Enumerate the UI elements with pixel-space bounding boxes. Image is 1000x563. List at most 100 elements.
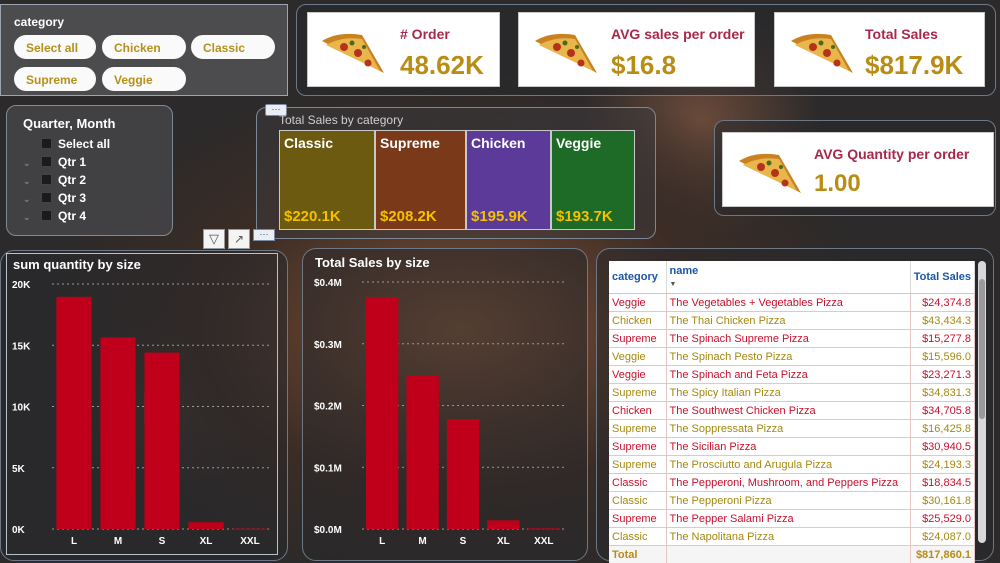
quarter-option-qtr1[interactable]: ⌄ Qtr 1	[23, 155, 87, 169]
filter-icon[interactable]: ▽	[203, 229, 225, 249]
cell-total-sales: $34,831.3	[910, 383, 975, 402]
table-header-row: category name ▼ Total Sales	[609, 261, 975, 294]
quantity-chart-title: sum quantity by size	[13, 257, 141, 272]
x-tick-label: XXL	[534, 536, 553, 547]
table-row[interactable]: Classic The Pepperoni Pizza $30,161.8	[609, 491, 975, 510]
category-tile-chicken[interactable]: Chicken $195.9K	[466, 130, 551, 230]
scrollbar-thumb[interactable]	[979, 279, 985, 419]
quarter-option-qtr2[interactable]: ⌄ Qtr 2	[23, 173, 87, 187]
cell-name: The Spinach and Feta Pizza	[666, 365, 911, 384]
chevron-down-icon[interactable]: ⌄	[23, 158, 31, 168]
focus-mode-icon[interactable]: ↗	[228, 229, 250, 249]
category-pill-chicken[interactable]: Chicken	[102, 35, 186, 59]
table-row[interactable]: Supreme The Spinach Supreme Pizza $15,277.…	[609, 329, 975, 348]
kpi-value: 1.00	[814, 170, 861, 197]
bar-l[interactable]	[366, 297, 399, 529]
checkbox-icon[interactable]	[41, 174, 52, 185]
table-row[interactable]: Supreme The Prosciutto and Arugula Pizza $…	[609, 455, 975, 474]
checkbox-icon[interactable]	[41, 138, 52, 149]
cell-category: Supreme	[609, 509, 667, 528]
quantity-by-size-chart: 0K 5K 10K 15K 20K L M S XL XXL	[12, 280, 272, 547]
pizza-sales-table: category name ▼ Total Sales Veggie The Veg…	[609, 261, 975, 563]
table-row[interactable]: Veggie The Spinach and Feta Pizza $23,271.…	[609, 365, 975, 384]
kpi-card-orders: # Order 48.62K	[307, 12, 500, 87]
checkbox-icon[interactable]	[41, 210, 52, 221]
bar-s[interactable]	[446, 419, 480, 529]
chevron-down-icon[interactable]: ⌄	[23, 194, 31, 204]
cell-total-sales: $30,940.5	[910, 437, 975, 456]
quarter-option-qtr4[interactable]: ⌄ Qtr 4	[23, 209, 87, 223]
cell-total-sales: $15,596.0	[910, 347, 975, 366]
kpi-card-avg-quantity: AVG Quantity per order 1.00	[722, 132, 994, 207]
table-total-row: Total $817,860.1	[609, 545, 975, 563]
table-row[interactable]: Chicken The Thai Chicken Pizza $43,434.3	[609, 311, 975, 330]
category-tile-classic[interactable]: Classic $220.1K	[279, 130, 375, 230]
table-row[interactable]: Classic The Napolitana Pizza $24,087.0	[609, 527, 975, 546]
category-tile-veggie[interactable]: Veggie $193.7K	[551, 130, 635, 230]
kpi-card-total-sales: Total Sales $817.9K	[774, 12, 985, 87]
category-pill-veggie[interactable]: Veggie	[102, 67, 186, 91]
kpi-value: $16.8	[611, 50, 677, 80]
quarter-option-qtr3[interactable]: ⌄ Qtr 3	[23, 191, 87, 205]
table-row[interactable]: Veggie The Spinach Pesto Pizza $15,596.0	[609, 347, 975, 366]
y-tick-label: 15K	[12, 341, 31, 352]
bar-xxl[interactable]	[527, 528, 560, 530]
x-tick-label: L	[379, 536, 385, 547]
chevron-down-icon[interactable]: ⌄	[23, 212, 31, 222]
x-tick-label: XL	[200, 536, 213, 547]
bar-s[interactable]	[144, 352, 180, 529]
table-scrollbar[interactable]	[978, 261, 986, 543]
cell-category: Classic	[609, 527, 667, 546]
more-options-icon[interactable]: ···	[265, 104, 287, 116]
category-pill-select-all[interactable]: Select all	[14, 35, 96, 59]
cell-category: Veggie	[609, 293, 667, 312]
bar-xxl[interactable]	[232, 528, 268, 530]
sort-descending-icon[interactable]: ▼	[669, 281, 677, 288]
table-row[interactable]: Veggie The Vegetables + Vegetables Pizza $…	[609, 293, 975, 312]
more-options-icon[interactable]: ···	[253, 229, 275, 241]
sales-by-size-panel	[302, 248, 588, 561]
quarter-option-select-all[interactable]: Select all	[41, 137, 110, 153]
cell-name: The Soppressata Pizza	[666, 419, 911, 438]
chevron-down-icon[interactable]: ⌄	[23, 176, 31, 186]
category-slicer-title: category	[14, 15, 65, 29]
cell-total-sales: $15,277.8	[910, 329, 975, 348]
cell-name: The Pepperoni, Mushroom, and Peppers Piz…	[666, 473, 911, 492]
column-header-total-sales[interactable]: Total Sales	[910, 261, 975, 294]
table-row[interactable]: Supreme The Soppressata Pizza $16,425.8	[609, 419, 975, 438]
category-pill-supreme[interactable]: Supreme	[14, 67, 96, 91]
cell-name: The Prosciutto and Arugula Pizza	[666, 455, 911, 474]
bar-xl[interactable]	[188, 522, 224, 529]
x-tick-label: M	[114, 536, 122, 547]
column-header-category[interactable]: category	[609, 261, 667, 294]
quarter-month-slicer: Quarter, Month Select all ⌄ Qtr 1 ⌄ Qtr 2 …	[6, 105, 173, 236]
bar-m[interactable]	[100, 337, 136, 529]
category-treemap-title: Total Sales by category	[279, 113, 404, 127]
cell-name: The Pepper Salami Pizza	[666, 509, 911, 528]
cell-category: Supreme	[609, 329, 667, 348]
x-tick-label: XL	[497, 536, 510, 547]
bar-m[interactable]	[406, 375, 439, 529]
cell-category: Classic	[609, 473, 667, 492]
category-tile-supreme[interactable]: Supreme $208.2K	[375, 130, 466, 230]
table-row[interactable]: Classic The Pepperoni, Mushroom, and Pepp…	[609, 473, 975, 492]
kpi-value: $817.9K	[865, 50, 964, 80]
table-row[interactable]: Supreme The Pepper Salami Pizza $25,529.0	[609, 509, 975, 528]
table-row[interactable]: Supreme The Sicilian Pizza $30,940.5	[609, 437, 975, 456]
checkbox-icon[interactable]	[41, 192, 52, 203]
category-pill-classic[interactable]: Classic	[191, 35, 275, 59]
y-tick-label: $0.2M	[314, 402, 342, 413]
table-row[interactable]: Supreme The Spicy Italian Pizza $34,831.3	[609, 383, 975, 402]
quantity-chart-selection-frame	[6, 253, 278, 555]
cell-name: The Pepperoni Pizza	[666, 491, 911, 510]
bar-xl[interactable]	[487, 520, 520, 529]
bar-l[interactable]	[56, 296, 92, 529]
cell-category: Supreme	[609, 437, 667, 456]
y-tick-label: 0K	[12, 525, 26, 536]
sales-chart-title: Total Sales by size	[315, 255, 430, 270]
table-row[interactable]: Chicken The Southwest Chicken Pizza $34,70…	[609, 401, 975, 420]
kpi-card-avg-sales: AVG sales per order $16.8	[518, 12, 755, 87]
checkbox-icon[interactable]	[41, 156, 52, 167]
y-tick-label: $0.1M	[314, 463, 342, 474]
column-header-name[interactable]: name ▼	[666, 261, 911, 294]
